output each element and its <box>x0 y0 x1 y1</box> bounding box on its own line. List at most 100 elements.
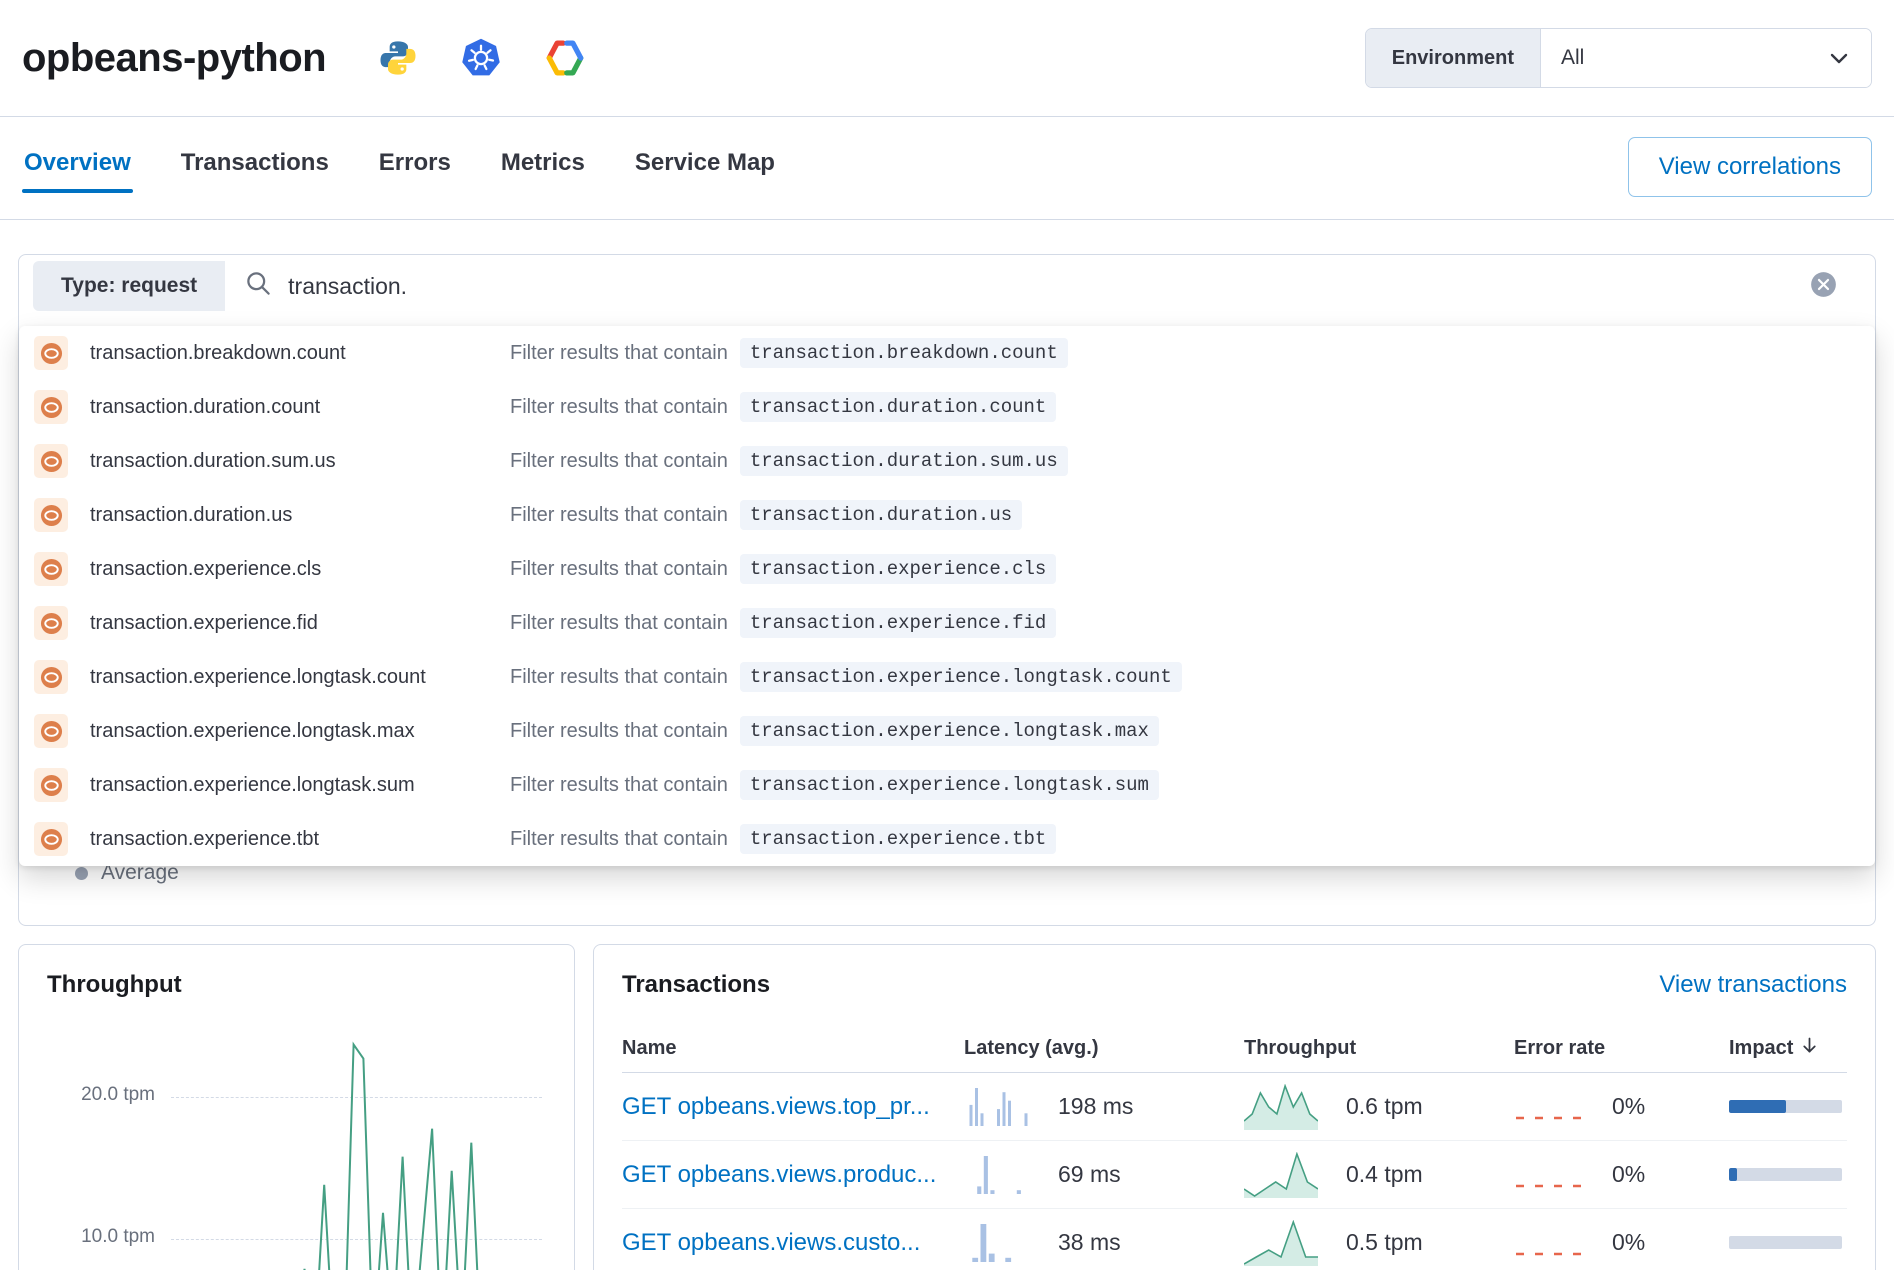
col-error-rate[interactable]: Error rate <box>1514 1037 1606 1059</box>
suggestion-field-name: transaction.experience.tbt <box>90 827 320 850</box>
col-latency[interactable]: Latency (avg.) <box>964 1037 1099 1059</box>
suggestion-item[interactable]: transaction.duration.us Filter results t… <box>19 488 1875 542</box>
search-input[interactable] <box>288 272 1790 300</box>
latency-cell: 198 ms <box>964 1086 1244 1128</box>
col-name[interactable]: Name <box>622 1037 677 1059</box>
overview-panels: Throughput 20.0 tpm 10.0 tpm Transaction… <box>18 944 1876 1270</box>
suggestion-field-name: transaction.breakdown.count <box>90 341 346 364</box>
field-token-icon <box>34 660 68 694</box>
latency-sparkline <box>964 1222 1030 1264</box>
legend-dot <box>75 866 88 880</box>
suggestion-code: transaction.duration.us <box>739 500 1023 530</box>
suggestion-code: transaction.experience.longtask.sum <box>739 770 1159 800</box>
environment-select[interactable]: All <box>1541 29 1871 87</box>
field-token-icon <box>34 714 68 748</box>
suggestion-item[interactable]: transaction.duration.count Filter result… <box>19 380 1875 434</box>
field-token-icon <box>34 444 68 478</box>
error-rate-sparkline <box>1514 1158 1584 1192</box>
impact-bar <box>1729 1236 1842 1249</box>
suggestion-item[interactable]: transaction.breakdown.count Filter resul… <box>19 326 1875 380</box>
suggestion-description: Filter results that contain transaction.… <box>510 608 1057 638</box>
impact-cell <box>1729 1236 1847 1249</box>
suggestion-hint: Filter results that contain <box>510 827 728 850</box>
throughput-sparkline <box>1244 1151 1318 1198</box>
col-impact[interactable]: Impact <box>1729 1035 1847 1062</box>
view-transactions-link[interactable]: View transactions <box>1659 971 1847 998</box>
latency-value: 198 ms <box>1058 1093 1134 1119</box>
y-axis-label-20: 20.0 tpm <box>81 1084 155 1105</box>
suggestion-description: Filter results that contain transaction.… <box>510 662 1182 692</box>
filter-type-badge[interactable]: Type: request <box>33 261 226 311</box>
suggestion-hint: Filter results that contain <box>510 773 728 796</box>
clear-search-button[interactable] <box>1806 271 1841 301</box>
suggestion-field-name: transaction.duration.sum.us <box>90 449 336 472</box>
error-rate-cell: 0% <box>1514 1090 1729 1124</box>
y-axis-label-10: 10.0 tpm <box>81 1226 155 1247</box>
suggestion-hint: Filter results that contain <box>510 395 728 418</box>
suggestion-code: transaction.duration.sum.us <box>739 446 1068 476</box>
suggestion-code: transaction.experience.cls <box>739 554 1057 584</box>
tab-transactions[interactable]: Transactions <box>180 149 329 176</box>
impact-bar <box>1729 1168 1842 1181</box>
field-token-icon <box>34 606 68 640</box>
suggestion-item[interactable]: transaction.experience.longtask.max Filt… <box>19 704 1875 758</box>
throughput-chart: 20.0 tpm 10.0 tpm <box>47 1015 546 1270</box>
col-throughput[interactable]: Throughput <box>1244 1037 1357 1059</box>
tab-errors[interactable]: Errors <box>378 149 451 176</box>
latency-value: 69 ms <box>1058 1161 1121 1187</box>
suggestion-code: transaction.experience.fid <box>739 608 1057 638</box>
suggestion-item[interactable]: transaction.experience.cls Filter result… <box>19 542 1875 596</box>
chevron-down-icon <box>1827 46 1851 70</box>
field-token-icon <box>34 552 68 586</box>
transaction-link[interactable]: GET opbeans.views.produc... <box>622 1160 937 1188</box>
suggestion-description: Filter results that contain transaction.… <box>510 824 1057 854</box>
table-row: GET opbeans.views.custo... 38 ms 0.5 tpm… <box>622 1209 1847 1270</box>
agent-icons <box>378 37 586 79</box>
suggestion-field-name: transaction.experience.longtask.sum <box>90 773 415 796</box>
transaction-link[interactable]: GET opbeans.views.top_pr... <box>622 1092 930 1120</box>
suggestions-dropdown: transaction.breakdown.count Filter resul… <box>19 326 1875 866</box>
suggestion-hint: Filter results that contain <box>510 665 728 688</box>
suggestion-field-name: transaction.duration.count <box>90 395 321 418</box>
suggestion-description: Filter results that contain transaction.… <box>510 338 1068 368</box>
name-cell: GET opbeans.views.top_pr... <box>622 1093 964 1121</box>
throughput-panel: Throughput 20.0 tpm 10.0 tpm <box>18 944 575 1270</box>
impact-fill <box>1729 1100 1786 1113</box>
suggestion-hint: Filter results that contain <box>510 341 728 364</box>
error-rate-sparkline <box>1514 1090 1584 1124</box>
suggestion-field-name: transaction.experience.longtask.count <box>90 665 426 688</box>
suggestion-code: transaction.experience.tbt <box>739 824 1057 854</box>
environment-control: Environment All <box>1364 28 1872 88</box>
service-header: opbeans-python <box>0 0 1894 117</box>
table-row: GET opbeans.views.top_pr... 198 ms 0.6 t… <box>622 1073 1847 1141</box>
kubernetes-icon <box>460 37 502 79</box>
error-rate-value: 0% <box>1612 1093 1646 1119</box>
suggestion-item[interactable]: transaction.duration.sum.us Filter resul… <box>19 434 1875 488</box>
sort-desc-icon <box>1799 1035 1820 1062</box>
suggestion-item[interactable]: transaction.experience.tbt Filter result… <box>19 812 1875 866</box>
tab-service-map[interactable]: Service Map <box>634 149 775 176</box>
transactions-panel: Transactions View transactions Name Late… <box>593 944 1876 1270</box>
transaction-link[interactable]: GET opbeans.views.custo... <box>622 1228 921 1256</box>
throughput-sparkline <box>1244 1219 1318 1266</box>
throughput-cell: 0.4 tpm <box>1244 1151 1514 1198</box>
suggestion-hint: Filter results that contain <box>510 719 728 742</box>
field-token-icon <box>34 336 68 370</box>
suggestion-description: Filter results that contain transaction.… <box>510 716 1159 746</box>
suggestion-field-name: transaction.experience.cls <box>90 557 322 580</box>
throughput-value: 0.5 tpm <box>1346 1229 1423 1255</box>
suggestion-item[interactable]: transaction.experience.fid Filter result… <box>19 596 1875 650</box>
suggestion-item[interactable]: transaction.experience.longtask.count Fi… <box>19 650 1875 704</box>
error-rate-value: 0% <box>1612 1161 1646 1187</box>
view-correlations-button[interactable]: View correlations <box>1627 137 1872 197</box>
service-tabs: Overview Transactions Errors Metrics Ser… <box>0 117 1894 220</box>
field-token-icon <box>34 768 68 802</box>
search-box <box>225 261 1861 311</box>
name-cell: GET opbeans.views.produc... <box>622 1161 964 1189</box>
tab-metrics[interactable]: Metrics <box>500 149 585 176</box>
close-icon <box>1810 271 1837 301</box>
tab-overview[interactable]: Overview <box>22 141 133 193</box>
suggestion-hint: Filter results that contain <box>510 449 728 472</box>
transactions-title: Transactions <box>622 971 771 998</box>
suggestion-item[interactable]: transaction.experience.longtask.sum Filt… <box>19 758 1875 812</box>
